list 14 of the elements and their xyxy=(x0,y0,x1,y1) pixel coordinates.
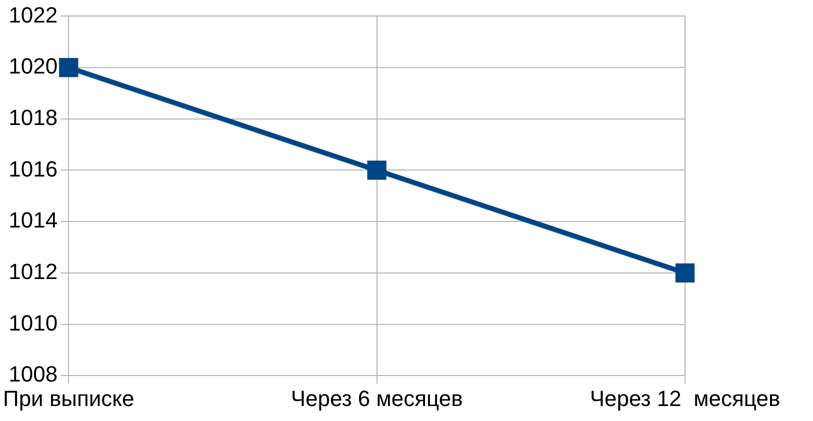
point xyxy=(367,160,386,180)
y-tick-label: 1012 xyxy=(8,258,58,284)
x-tick-label: Через 6 месяцев xyxy=(290,386,463,411)
y-tick-label: 1020 xyxy=(8,54,58,79)
y-tick-label: 1008 xyxy=(8,362,58,387)
point xyxy=(675,263,695,282)
y-tick-label: 1018 xyxy=(8,104,58,130)
x-tick-label: Через 12 месяцев xyxy=(590,386,780,411)
y-tick-label: 1014 xyxy=(8,208,58,233)
point xyxy=(59,58,78,78)
y-tick-label: 1016 xyxy=(8,156,58,182)
x-tick-label: При выписке xyxy=(2,386,134,411)
y-tick-label: 1010 xyxy=(8,310,58,336)
y-tick-label: 1022 xyxy=(8,2,58,28)
